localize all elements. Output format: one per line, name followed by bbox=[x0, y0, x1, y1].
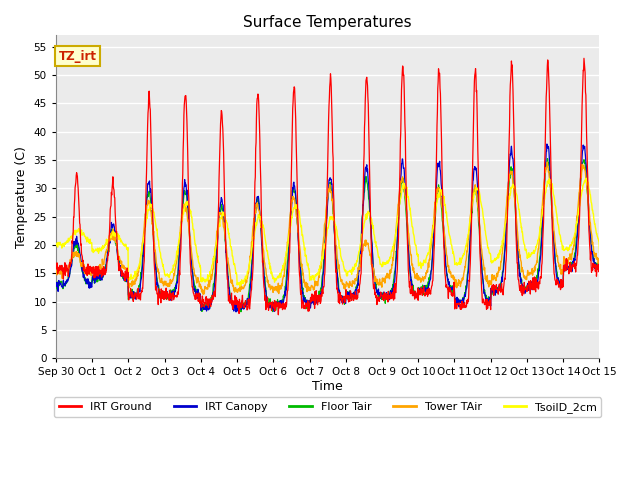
Y-axis label: Temperature (C): Temperature (C) bbox=[15, 146, 28, 248]
Text: TZ_irt: TZ_irt bbox=[58, 50, 97, 63]
Title: Surface Temperatures: Surface Temperatures bbox=[243, 15, 412, 30]
X-axis label: Time: Time bbox=[312, 380, 343, 393]
Legend: IRT Ground, IRT Canopy, Floor Tair, Tower TAir, TsoilD_2cm: IRT Ground, IRT Canopy, Floor Tair, Towe… bbox=[54, 397, 601, 417]
